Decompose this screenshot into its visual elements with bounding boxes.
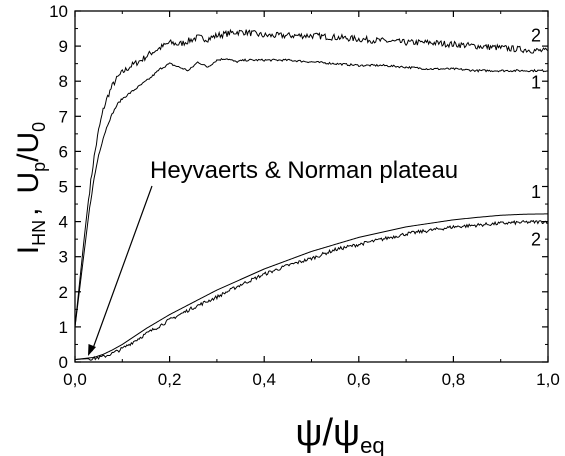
xlabel-sub: eq — [360, 433, 384, 456]
y-tick-label: 2 — [59, 283, 68, 302]
ylabel-u: U — [12, 172, 45, 194]
xlabel-base: ψ/ψ — [295, 412, 360, 454]
svg-text:IHN,Up/U0: IHN, Up/U0 — [12, 122, 49, 254]
x-tick-label: 0,4 — [252, 370, 276, 389]
y-tick-label: 9 — [59, 37, 68, 56]
x-tick-label: 0,8 — [442, 370, 466, 389]
x-axis-title: ψ/ψeq — [295, 412, 384, 456]
curve-label-lower-1: 1 — [531, 182, 541, 202]
y-tick-label: 7 — [59, 107, 68, 126]
y-tick-label: 8 — [59, 72, 68, 91]
curve-labels: 2 1 1 2 — [531, 25, 541, 249]
ylabel-i: I — [12, 246, 45, 254]
y-tick-label: 10 — [49, 2, 68, 21]
annotation-arrow-head — [88, 344, 96, 356]
x-tick-label: 0,2 — [158, 370, 182, 389]
y-tick-label: 3 — [59, 248, 68, 267]
axes — [74, 10, 549, 363]
plot-frame — [74, 10, 549, 363]
curve-label-upper-1: 1 — [531, 73, 541, 93]
y-tick-label: 5 — [59, 178, 68, 197]
series-lower-1-line — [74, 213, 549, 361]
x-tick-label: 0,0 — [63, 370, 87, 389]
y-tick-label: 4 — [59, 213, 68, 232]
ticks: 0,0 0,2 0,4 0,6 0,8 1,0 0 1 2 3 4 5 6 7 8 9 10 — [49, 2, 560, 389]
series-upper-1-line — [74, 57, 549, 327]
annotation-text: Heyvaerts & Norman plateau — [150, 157, 458, 184]
series-lower-2-line — [74, 219, 549, 361]
y-tick-label: 0 — [59, 353, 68, 372]
ylabel-sep: , — [12, 208, 45, 216]
y-axis-title: IHN, Up/U0 — [12, 122, 49, 254]
ylabel-slash: /U — [12, 132, 45, 162]
series-upper-2-line — [74, 28, 549, 327]
x-tick-label: 0,6 — [347, 370, 371, 389]
ylabel-u-sub: p — [29, 162, 49, 172]
annotation-arrow-line — [91, 185, 153, 352]
y-tick-label: 1 — [59, 318, 68, 337]
x-tick-label: 1,0 — [536, 370, 560, 389]
curve-label-upper-2: 2 — [531, 25, 541, 45]
plateau-annotation: Heyvaerts & Norman plateau — [88, 157, 458, 356]
ylabel-zero-sub: 0 — [29, 122, 49, 132]
ylabel-i-sub: HN — [29, 220, 49, 246]
y-tick-label: 6 — [59, 142, 68, 161]
curve-label-lower-2: 2 — [531, 230, 541, 250]
series-group — [74, 28, 549, 361]
